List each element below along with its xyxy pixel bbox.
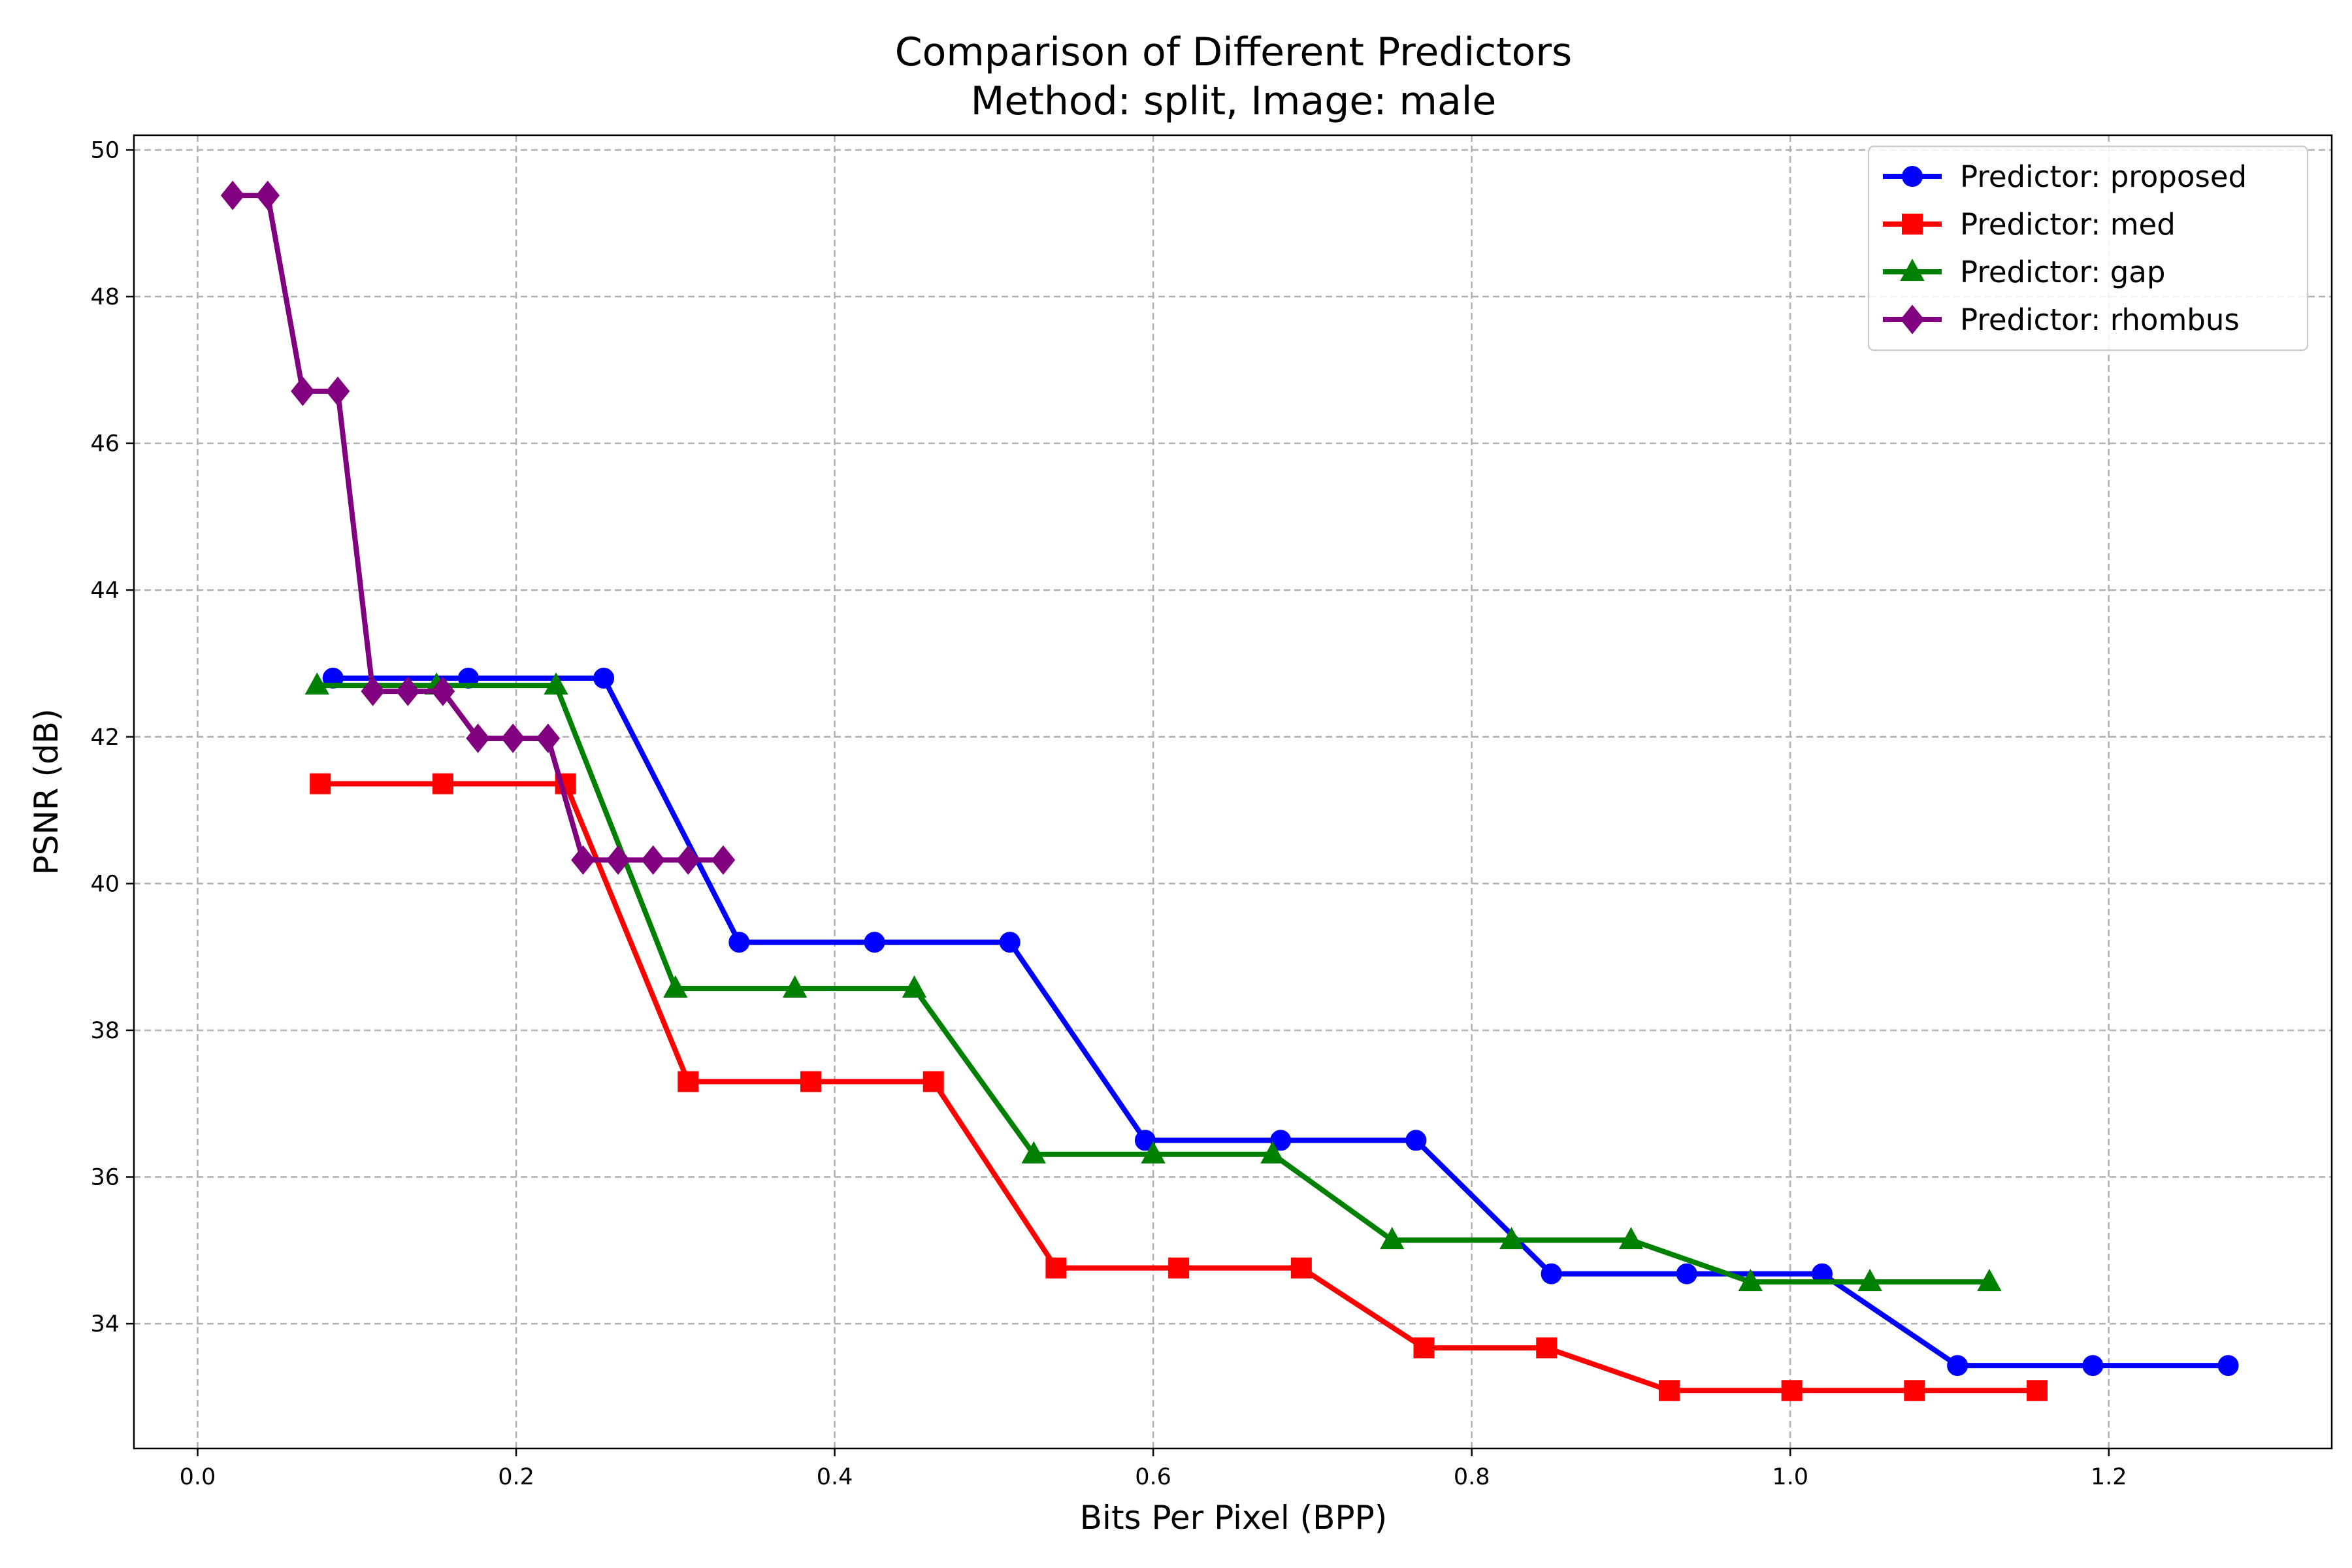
data-point-square [1904, 1380, 1925, 1401]
data-point-triangle [1738, 1269, 1763, 1292]
data-point-triangle [1977, 1269, 2002, 1292]
data-point-diamond [641, 845, 665, 875]
chart-subtitle: Method: split, Image: male [971, 78, 1497, 124]
data-point-square [1413, 1337, 1435, 1359]
data-point-circle [1947, 1355, 1968, 1377]
y-tick-label: 46 [90, 431, 120, 457]
x-axis-label: Bits Per Pixel (BPP) [1080, 1499, 1387, 1537]
data-point-circle [864, 932, 885, 953]
chart-title: Comparison of Different Predictors [895, 29, 1573, 75]
plot-area-frame [133, 134, 2333, 1450]
y-axis-ticks: 34 36 38 40 42 44 46 48 50 [90, 137, 134, 1337]
y-tick-label: 48 [90, 284, 120, 310]
legend-label: Predictor: proposed [1960, 159, 2247, 194]
data-point-diamond [606, 845, 630, 875]
y-tick-label: 36 [90, 1165, 120, 1191]
data-point-square [1290, 1257, 1312, 1279]
data-point-circle [2082, 1355, 2104, 1377]
data-point-triangle [1141, 1141, 1166, 1164]
y-axis-label: PSNR (dB) [27, 709, 65, 875]
data-point-circle [1676, 1263, 1697, 1284]
data-point-diamond [255, 180, 280, 210]
data-point-square [1536, 1337, 1558, 1359]
data-point-square [1045, 1257, 1067, 1279]
data-point-triangle [782, 975, 808, 998]
legend-label: Predictor: gap [1960, 255, 2165, 289]
data-point-triangle [1021, 1141, 1046, 1164]
data-point-diamond [395, 676, 420, 706]
legend-label: Predictor: med [1960, 207, 2176, 242]
series-layer [220, 180, 2239, 1401]
legend-box [1867, 145, 2309, 351]
legend-item-diamond: Predictor: rhombus [1883, 302, 2240, 337]
data-point-triangle [304, 672, 330, 695]
data-point-circle [999, 932, 1021, 953]
data-point-triangle [1380, 1227, 1405, 1250]
x-tick-label: 0.2 [498, 1464, 534, 1490]
legend-item-circle: Predictor: proposed [1883, 159, 2247, 194]
data-point-triangle [1499, 1227, 1524, 1250]
legend-marker-square [1902, 214, 1923, 235]
legend-marker-triangle [1900, 258, 1925, 281]
x-tick-label: 0.8 [1454, 1464, 1490, 1490]
x-tick-label: 1.0 [1772, 1464, 1808, 1490]
data-point-diamond [431, 676, 455, 706]
data-point-square [2027, 1380, 2048, 1401]
legend-item-triangle: Predictor: gap [1883, 255, 2165, 289]
data-point-square [923, 1071, 944, 1092]
grid-lines [134, 135, 2332, 1448]
data-point-circle [593, 667, 615, 689]
legend: Predictor: proposed Predictor: med Predict… [1867, 145, 2309, 351]
data-point-circle [1405, 1130, 1427, 1151]
data-point-circle [1134, 1130, 1156, 1151]
series-diamond [220, 180, 736, 875]
data-point-diamond [325, 376, 350, 406]
y-tick-label: 40 [90, 871, 120, 897]
x-tick-label: 0.0 [180, 1464, 216, 1490]
y-tick-label: 42 [90, 725, 120, 751]
legend-marker-circle [1902, 166, 1923, 187]
data-point-triangle [663, 975, 688, 998]
data-point-triangle [544, 672, 568, 695]
y-tick-label: 34 [90, 1311, 120, 1337]
series-triangle [304, 672, 2002, 1292]
legend-label: Predictor: rhombus [1960, 302, 2240, 337]
x-axis-ticks: 0.0 0.2 0.4 0.6 0.8 1.0 1.2 [180, 1448, 2127, 1490]
data-point-triangle [1260, 1141, 1285, 1164]
data-point-diamond [500, 723, 525, 753]
data-point-circle [1541, 1263, 1562, 1284]
data-point-diamond [291, 376, 315, 406]
data-point-diamond [711, 845, 736, 875]
data-point-diamond [571, 845, 595, 875]
x-tick-label: 1.2 [2091, 1464, 2127, 1490]
data-point-square [432, 773, 453, 794]
data-point-circle [1270, 1130, 1292, 1151]
data-point-circle [728, 932, 750, 953]
data-point-square [1168, 1257, 1190, 1279]
x-tick-label: 0.4 [817, 1464, 853, 1490]
data-point-diamond [676, 845, 700, 875]
data-point-circle [2217, 1355, 2239, 1377]
data-point-triangle [902, 975, 927, 998]
data-point-triangle [1618, 1227, 1644, 1250]
legend-marker-diamond [1900, 304, 1925, 335]
data-point-square [310, 773, 331, 794]
data-point-square [1781, 1380, 1803, 1401]
data-point-triangle [1857, 1269, 1882, 1292]
legend-item-square: Predictor: med [1883, 207, 2176, 242]
y-tick-label: 50 [90, 137, 120, 163]
y-tick-label: 38 [90, 1018, 120, 1044]
data-point-diamond [220, 180, 245, 210]
data-point-diamond [361, 676, 385, 706]
data-point-square [800, 1071, 822, 1092]
data-point-diamond [536, 723, 561, 753]
series-circle [322, 667, 2239, 1377]
y-tick-label: 44 [90, 578, 120, 604]
x-tick-label: 0.6 [1135, 1464, 1171, 1490]
data-point-square [678, 1071, 699, 1092]
series-square [310, 773, 2048, 1401]
data-point-diamond [466, 723, 490, 753]
data-point-square [1658, 1380, 1680, 1401]
